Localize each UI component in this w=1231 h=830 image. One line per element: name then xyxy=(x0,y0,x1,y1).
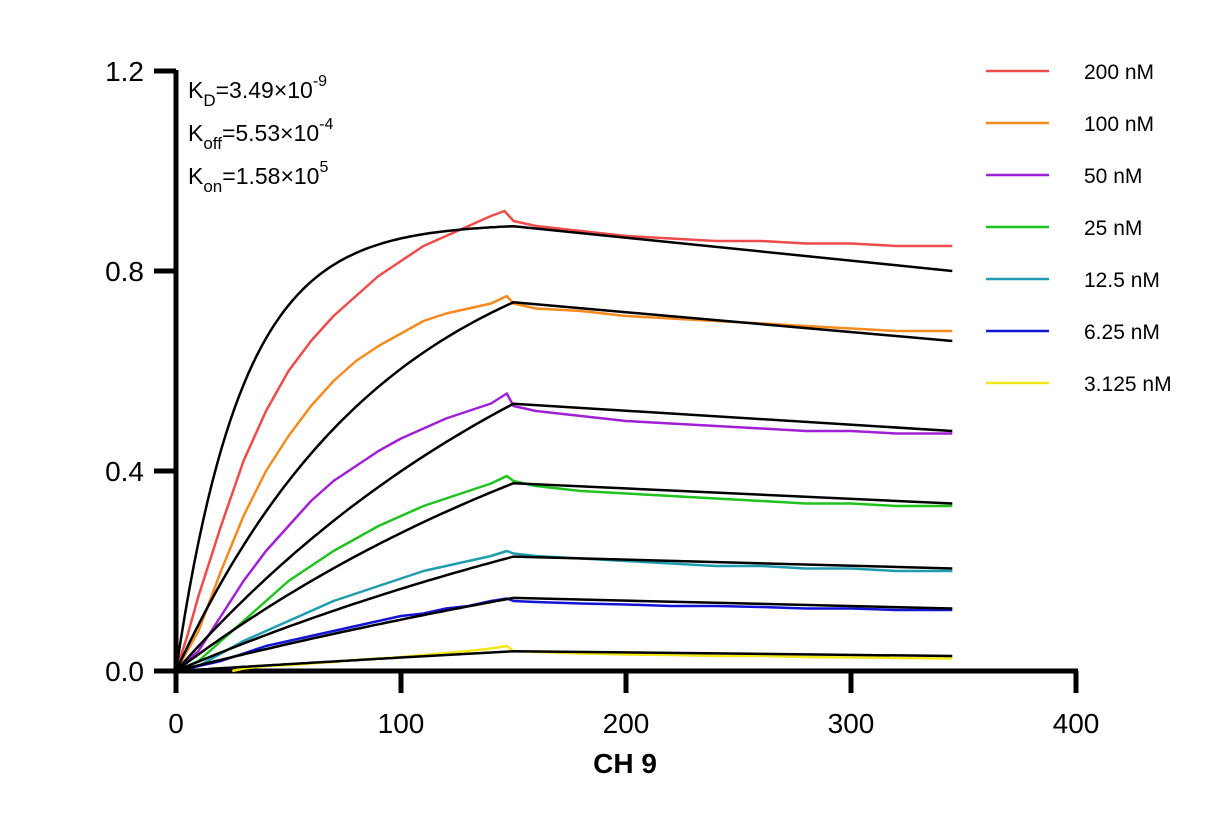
series-line xyxy=(175,597,953,673)
fit-curve xyxy=(175,555,953,673)
fit-curve xyxy=(175,481,953,672)
legend-label: 3.125 nM xyxy=(1084,373,1172,396)
kinetic-constant-label: KD=3.49×10-9 xyxy=(188,73,327,110)
legend-label: 50 nM xyxy=(1084,165,1142,188)
x-tick-label: 200 xyxy=(603,708,650,739)
series-line xyxy=(174,294,953,672)
series-line xyxy=(175,392,953,672)
legend: 200 nM 100 nM 50 nM 25 nM 12.5 nM 6.25 nM 3.12… xyxy=(986,61,1172,396)
legend-label: 25 nM xyxy=(1084,217,1142,240)
legend-label: 6.25 nM xyxy=(1084,321,1160,344)
fit-curve xyxy=(174,301,953,672)
legend-label: 12.5 nM xyxy=(1084,269,1160,292)
kinetic-constant-label: Kon=1.58×105 xyxy=(188,159,328,196)
x-tick-label: 300 xyxy=(828,708,875,739)
series-line xyxy=(232,644,953,673)
series-line xyxy=(175,549,953,673)
x-tick-label: 100 xyxy=(378,708,425,739)
legend-label: 200 nM xyxy=(1084,61,1154,84)
kinetic-constant-label: Koff=5.53×10-4 xyxy=(188,116,333,153)
fit-curve xyxy=(175,402,953,672)
axes: 0 100 200 300 400 0.0 0.4 0.8 1.2 xyxy=(105,56,1099,739)
x-tick-label: 400 xyxy=(1053,708,1100,739)
fit-curve xyxy=(174,224,953,672)
y-tick-label: 1.2 xyxy=(105,56,144,87)
legend-label: 100 nM xyxy=(1084,113,1154,136)
fit-curves xyxy=(174,224,953,673)
x-tick-label: 0 xyxy=(168,708,184,739)
y-tick-label: 0.8 xyxy=(105,256,144,287)
series-line xyxy=(175,474,953,673)
y-tick-label: 0.0 xyxy=(105,656,144,687)
x-axis-title: CH 9 xyxy=(593,748,657,779)
kinetic-constants: KD=3.49×10-9 Koff=5.53×10-4 Kon=1.58×105 xyxy=(188,73,333,196)
fit-curve xyxy=(175,649,953,673)
y-tick-label: 0.4 xyxy=(105,456,144,487)
fit-curve xyxy=(175,596,953,673)
plot-area xyxy=(174,209,953,673)
